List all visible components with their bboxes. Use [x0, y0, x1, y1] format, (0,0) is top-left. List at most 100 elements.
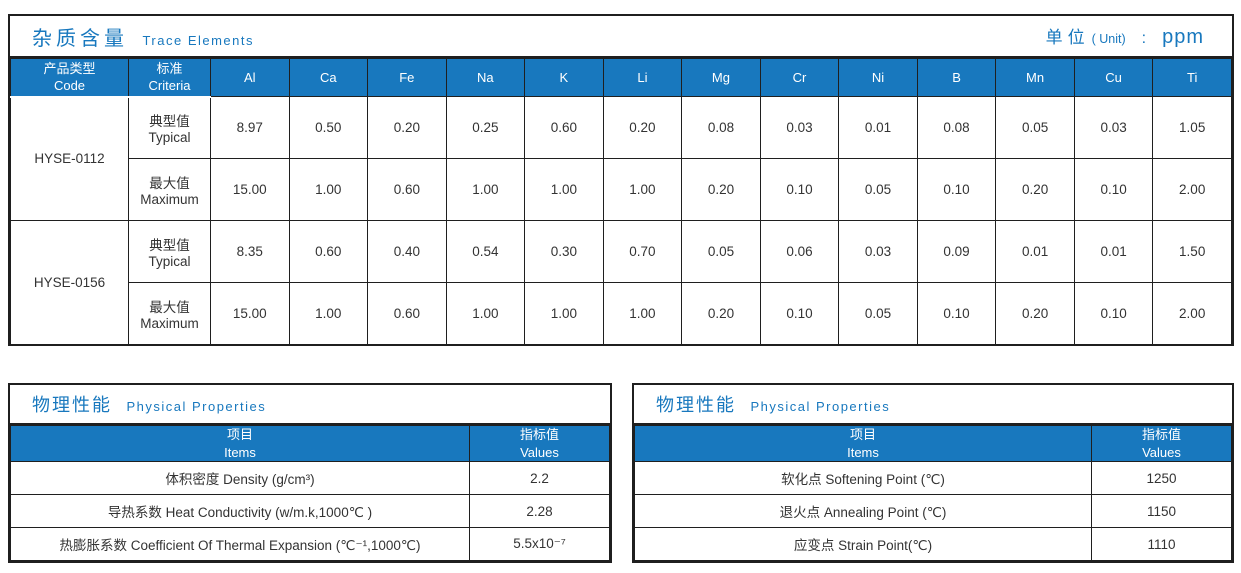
value-cell: 0.10 — [916, 282, 997, 345]
value-cell: 0.05 — [838, 158, 918, 221]
value-cell: 2.00 — [1152, 282, 1232, 345]
value-cell: 0.20 — [602, 96, 683, 159]
values-en: Values — [1142, 444, 1181, 460]
table-row: 最大值 Maximum 15.00 1.00 0.60 1.00 1.00 1.… — [11, 158, 1232, 221]
value-cell: 8.97 — [210, 96, 290, 159]
property-value-cell: 1110 — [1091, 527, 1232, 562]
value-cell: 1.00 — [288, 158, 369, 221]
value-cell: 1.00 — [445, 158, 526, 221]
unit-value: ppm — [1162, 26, 1204, 48]
physical-properties-table: 项目 Items 指标值 Values 软化点 Softening Point … — [634, 424, 1232, 562]
value-cell: 1.00 — [445, 282, 526, 345]
value-cell: 0.20 — [367, 96, 447, 159]
value-cell: 0.10 — [759, 282, 840, 345]
table-row: 最大值 Maximum 15.00 1.00 0.60 1.00 1.00 1.… — [11, 282, 1232, 345]
property-item-cell: 软化点 Softening Point (℃) — [634, 461, 1092, 496]
value-cell: 1.00 — [602, 282, 683, 345]
physical-properties-title-bar: 物理性能 Physical Properties — [634, 385, 1232, 425]
value-cell: 0.10 — [916, 158, 997, 221]
property-value-cell: 2.2 — [469, 461, 610, 496]
value-cell: 0.08 — [681, 96, 761, 159]
title-en: Physical Properties — [750, 399, 891, 414]
value-cell: 1.00 — [524, 158, 604, 221]
phys-header-row: 项目 Items 指标值 Values — [10, 424, 610, 463]
items-zh: 项目 — [849, 427, 876, 442]
element-header-cu: Cu — [1073, 58, 1154, 97]
trace-elements-title: 杂质含量 Trace Elements — [32, 22, 254, 51]
element-header-fe: Fe — [367, 58, 447, 97]
value-cell: 0.01 — [1073, 220, 1154, 283]
column-header-values: 指标值 Values — [469, 424, 610, 463]
value-cell: 0.60 — [524, 96, 604, 159]
property-item-cell: 应变点 Strain Point(℃) — [634, 527, 1092, 562]
value-cell: 1.05 — [1152, 96, 1232, 159]
criteria-zh: 最大值 — [149, 300, 190, 315]
product-code-cell: HYSE-0156 — [10, 220, 129, 345]
value-cell: 0.03 — [838, 220, 918, 283]
element-header-k: K — [524, 58, 604, 97]
property-item-cell: 体积密度 Density (g/cm³) — [10, 461, 470, 496]
value-cell: 0.03 — [759, 96, 840, 159]
criteria-en: Maximum — [140, 316, 199, 331]
criteria-zh: 典型值 — [149, 238, 190, 253]
element-header-mg: Mg — [681, 58, 761, 97]
physical-properties-table: 项目 Items 指标值 Values 体积密度 Density (g/cm³)… — [10, 424, 610, 562]
column-header-code: 产品类型 Code — [10, 58, 129, 98]
property-item-cell: 退火点 Annealing Point (℃) — [634, 494, 1092, 529]
criteria-en: Maximum — [140, 192, 199, 207]
criteria-cell: 最大值 Maximum — [128, 282, 211, 345]
criteria-zh: 最大值 — [149, 176, 190, 191]
unit-separator: : — [1141, 30, 1147, 47]
value-cell: 2.00 — [1152, 158, 1232, 221]
criteria-en: Typical — [148, 254, 191, 269]
value-cell: 0.01 — [995, 220, 1075, 283]
value-cell: 0.05 — [838, 282, 918, 345]
element-header-ti: Ti — [1152, 58, 1232, 97]
value-cell: 0.05 — [995, 96, 1075, 159]
table-row: HYSE-0112 典型值 Typical 8.97 0.50 0.20 0.2… — [10, 96, 1232, 221]
unit-label-en: ( Unit) — [1091, 32, 1126, 46]
criteria-zh: 典型值 — [149, 114, 190, 130]
value-cell: 15.00 — [210, 282, 290, 345]
element-header-li: Li — [602, 58, 683, 97]
column-header-code-en: Code — [53, 78, 86, 94]
phys-header-row: 项目 Items 指标值 Values — [634, 424, 1232, 463]
items-en: Items — [224, 444, 256, 460]
value-cell: 0.10 — [1073, 158, 1154, 221]
values-zh: 指标值 — [519, 427, 559, 442]
value-cell: 0.40 — [367, 220, 447, 283]
trace-header-row: 产品类型 Code 标准 Criteria Al Ca Fe Na K Li M… — [10, 58, 1232, 98]
physical-properties-left-panel: 物理性能 Physical Properties 项目 Items 指标值 Va… — [8, 383, 612, 563]
trace-elements-table: 产品类型 Code 标准 Criteria Al Ca Fe Na K Li M… — [10, 58, 1232, 345]
value-cell: 1.00 — [524, 282, 604, 345]
value-cell: 0.50 — [288, 96, 369, 159]
value-cell: 0.60 — [288, 220, 369, 283]
title-zh: 物理性能 — [32, 395, 112, 415]
physical-properties-title: 物理性能 Physical Properties — [656, 391, 890, 417]
value-cell: 1.00 — [602, 158, 683, 221]
criteria-en: Typical — [148, 130, 191, 146]
column-header-criteria-en: Criteria — [148, 78, 191, 94]
product-code-cell: HYSE-0112 — [10, 96, 129, 221]
value-cell: 0.20 — [681, 158, 761, 221]
value-cell: 0.60 — [367, 158, 447, 221]
property-value-cell: 1150 — [1091, 494, 1232, 529]
element-header-al: Al — [210, 58, 290, 97]
value-cell: 8.35 — [210, 220, 290, 283]
value-cell: 0.10 — [1073, 282, 1154, 345]
value-cell: 0.06 — [759, 220, 840, 283]
criteria-cell: 典型值 Typical — [128, 220, 211, 283]
table-row: 导热系数 Heat Conductivity (w/m.k,1000℃ ) 2.… — [10, 494, 610, 529]
table-row: 退火点 Annealing Point (℃) 1150 — [634, 494, 1232, 529]
trace-elements-title-bar: 杂质含量 Trace Elements 单位 ( Unit) : ppm — [10, 16, 1232, 58]
value-cell: 0.05 — [681, 220, 761, 283]
physical-properties-title: 物理性能 Physical Properties — [32, 391, 266, 417]
property-item-cell: 导热系数 Heat Conductivity (w/m.k,1000℃ ) — [10, 494, 470, 529]
items-en: Items — [847, 444, 879, 460]
column-header-criteria: 标准 Criteria — [128, 58, 211, 98]
column-header-code-zh: 产品类型 — [43, 60, 96, 76]
value-cell: 0.70 — [602, 220, 683, 283]
table-row: 软化点 Softening Point (℃) 1250 — [634, 461, 1232, 496]
title-zh: 杂质含量 — [32, 27, 128, 50]
